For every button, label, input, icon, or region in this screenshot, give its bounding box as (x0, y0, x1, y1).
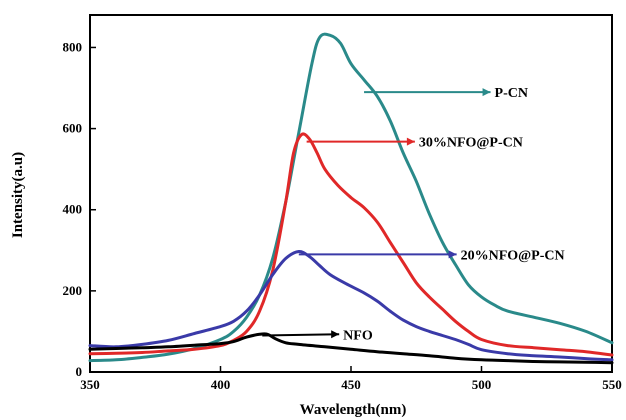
annotation-layer: P-CN 30%NFO@P-CN 20%NFO@P-CN NFO (262, 86, 565, 343)
series-line-p-cn (88, 32, 614, 363)
x-tick-label: 550 (602, 377, 622, 392)
callout-label-20pctnfo-at-p-cn: 20%NFO@P-CN (461, 248, 565, 263)
series-layer (88, 32, 614, 365)
y-tick-label: 600 (63, 121, 83, 136)
callout-arrowhead-20pctnfo-at-p-cn (448, 250, 457, 259)
y-axis-ticks: 0 200 400 600 800 (63, 39, 96, 379)
callout-label-p-cn: P-CN (495, 86, 528, 101)
callout-arrowhead-p-cn (482, 88, 491, 97)
callout-arrowhead-nfo (331, 330, 340, 339)
x-tick-label: 400 (211, 377, 231, 392)
x-tick-label: 500 (472, 377, 492, 392)
callout-label-nfo: NFO (343, 328, 373, 343)
y-tick-label: 800 (63, 39, 83, 54)
x-tick-label: 350 (80, 377, 100, 392)
x-axis-title: Wavelength(nm) (300, 402, 407, 418)
series-line-20pctnfo-at-p-cn (88, 249, 614, 362)
callout-arrow-nfo (262, 333, 340, 337)
y-tick-label: 400 (63, 202, 83, 217)
y-tick-label: 0 (76, 364, 83, 379)
callout-arrowhead-30pctnfo-at-p-cn (406, 137, 415, 146)
y-axis-title: Intensity(a.u) (10, 152, 26, 238)
x-axis-ticks: 350 400 450 500 550 (80, 366, 622, 392)
series-line-nfo (88, 332, 614, 365)
callout-label-30pctnfo-at-p-cn: 30%NFO@P-CN (419, 136, 523, 151)
series-line-30pctnfo-at-p-cn (88, 132, 614, 357)
y-tick-label: 200 (63, 283, 83, 298)
x-tick-label: 450 (341, 377, 361, 392)
